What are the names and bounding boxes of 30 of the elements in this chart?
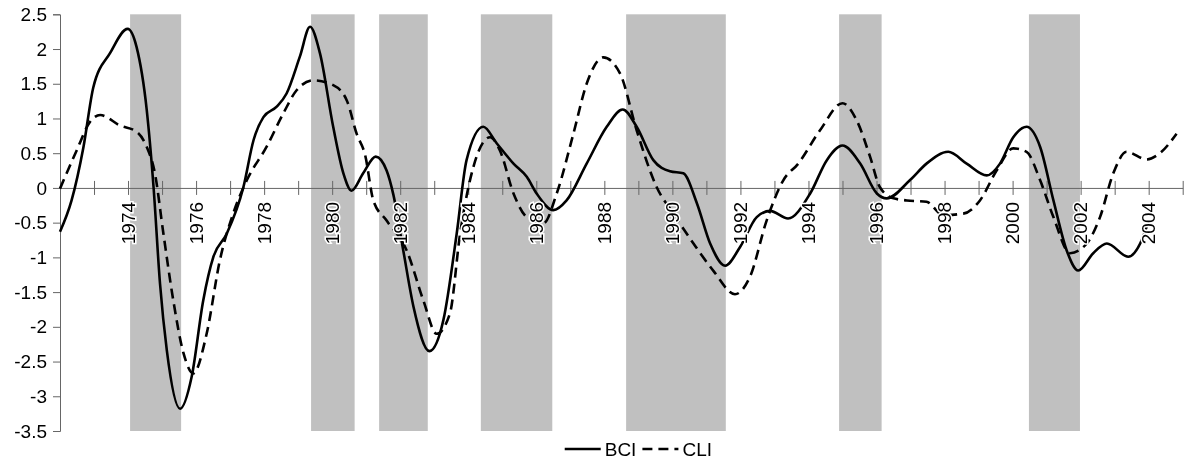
x-tick-label: 1994 (797, 201, 819, 245)
legend-label: CLI (682, 438, 712, 459)
x-tick-label: 1984 (457, 201, 479, 245)
x-tick-label: 1976 (185, 201, 207, 245)
y-tick-label: 0.5 (20, 142, 47, 164)
x-tick-label: 1980 (321, 201, 343, 245)
x-tick-label: 2004 (1138, 201, 1160, 245)
x-tick-label: 1974 (117, 201, 139, 245)
y-tick-label: -0.5 (14, 212, 47, 234)
y-tick-label: -3 (30, 385, 47, 407)
x-tick-label: 1978 (253, 201, 275, 245)
x-tick-label: 1998 (934, 201, 956, 245)
x-tick-label: 1986 (525, 201, 547, 245)
y-tick-label: 2.5 (20, 3, 47, 25)
y-tick-label: -3.5 (14, 420, 47, 442)
x-tick-label: 1990 (661, 201, 683, 245)
y-tick-label: 1 (36, 108, 47, 130)
y-tick-label: 1.5 (20, 73, 47, 95)
y-tick-label: -1 (30, 246, 47, 268)
x-tick-label: 1992 (729, 201, 751, 245)
y-tick-label: -1.5 (14, 281, 47, 303)
y-tick-label: -2.5 (14, 351, 47, 373)
legend-label: BCI (604, 438, 637, 459)
x-tick-label: 2002 (1070, 201, 1092, 245)
x-tick-label: 2000 (1002, 201, 1024, 245)
x-tick-label: 1996 (866, 201, 888, 245)
y-tick-label: 2 (36, 38, 47, 60)
y-tick-label: -2 (30, 316, 47, 338)
x-tick-label: 1988 (593, 201, 615, 245)
y-tick-label: 0 (36, 177, 47, 199)
